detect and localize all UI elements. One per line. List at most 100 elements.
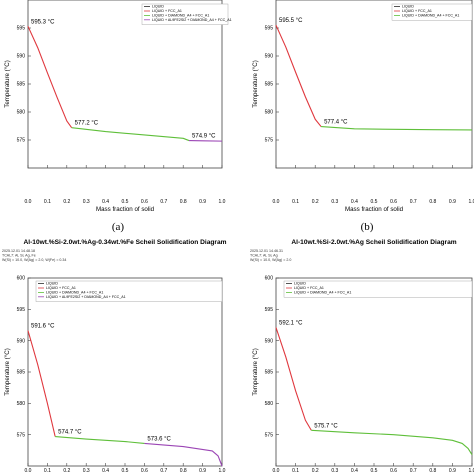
series-line-1 (275, 24, 322, 127)
x-tick-label: 0.0 (273, 468, 280, 474)
annotation-label: 573.6 °C (147, 436, 171, 442)
y-tick-label: 595 (17, 26, 26, 32)
x-tick-label: 0.9 (199, 199, 206, 205)
y-axis-label: Temperature (°C) (4, 348, 11, 396)
y-axis-label: Temperature (°C) (252, 60, 259, 108)
legend-entry: LIQUID + FCC_A1 (152, 9, 182, 13)
x-axis-label: Mass fraction of solid (96, 206, 155, 213)
chart-panel-4: Al-10wt.%Si-2.0wt.%Ag Scheil Solidificat… (250, 239, 474, 474)
y-tick-label: 575 (17, 138, 26, 144)
run-metadata-line: 2025.12.01 14.48.18 (2, 249, 35, 253)
x-tick-label: 0.4 (351, 468, 358, 474)
x-tick-label: 0.7 (160, 199, 167, 205)
x-tick-label: 1.0 (219, 199, 226, 205)
plot-frame (275, 0, 473, 169)
x-tick-label: 0.1 (292, 468, 299, 474)
y-tick-label: 575 (265, 432, 274, 438)
chart-panel-1: 575 580 585 590 595 0.0 0.1 0.2 0.3 0.4 0.5 0.6 0.7 0… (4, 0, 232, 233)
run-metadata-line: W(Si) = 10.0, W(Ag) = 2.0 (250, 258, 291, 262)
run-metadata-line: TCAL7: Al, Si, Ag (250, 254, 278, 258)
x-tick-label: 0.2 (312, 199, 319, 205)
legend-entry: LIQUID + DIAMOND_A4 + FCC_A1 (152, 13, 209, 17)
series-line-2 (55, 436, 145, 444)
x-tick-label: 0.5 (122, 199, 129, 205)
x-tick-label: 0.3 (331, 468, 338, 474)
x-tick-label: 0.2 (63, 199, 70, 205)
x-tick-label: 0.4 (351, 199, 358, 205)
x-tick-label: 0.6 (390, 199, 397, 205)
series-line-2 (311, 429, 473, 456)
y-tick-label: 575 (265, 138, 274, 144)
x-tick-label: 0.6 (141, 199, 148, 205)
series-line-3 (144, 442, 223, 467)
x-tick-label: 0.9 (449, 468, 456, 474)
x-tick-label: 0.6 (390, 468, 397, 474)
x-tick-label: 0.6 (141, 468, 148, 474)
y-tick-label: 590 (17, 338, 26, 344)
x-tick-label: 0.5 (122, 468, 129, 474)
legend-box (141, 3, 229, 25)
x-tick-label: 0.1 (44, 199, 51, 205)
x-tick-label: 0.9 (449, 199, 456, 205)
x-tick-label: 0.3 (83, 468, 90, 474)
x-tick-label: 0.1 (292, 199, 299, 205)
legend-entry: LIQUID + AL9FE2SI2 + DIAMOND_A4 + FCC_A1 (46, 295, 126, 299)
legend-entry: LIQUID (152, 5, 164, 9)
x-tick-label: 0.3 (331, 199, 338, 205)
annotation-label: 595.3 °C (31, 19, 55, 25)
legend-box (283, 280, 473, 298)
legend-entry: LIQUID + DIAMOND_A4 + FCC_A1 (294, 290, 351, 294)
y-tick-label: 580 (17, 110, 26, 116)
legend-entry: LIQUID + FCC_A1 (46, 286, 76, 290)
legend-entry: LIQUID + FCC_A1 (402, 9, 432, 13)
series-line-3 (189, 140, 223, 142)
y-tick-label: 585 (17, 82, 26, 88)
legend-entry: LIQUID + FCC_A1 (294, 286, 324, 290)
series-line-1 (275, 327, 312, 431)
y-tick-label: 590 (17, 54, 26, 60)
annotation-label: 577.4 °C (324, 120, 348, 126)
x-tick-label: 0.0 (25, 199, 32, 205)
annotation-label: 575.7 °C (314, 423, 338, 429)
y-tick-label: 600 (17, 276, 26, 282)
x-tick-label: 0.9 (199, 468, 206, 474)
annotation-label: 595.5 °C (279, 18, 303, 24)
y-tick-label: 590 (265, 338, 274, 344)
x-tick-label: 0.0 (273, 199, 280, 205)
legend-entry: LIQUID + AL9FE2SI2 + DIAMOND_A4 + FCC_A1 (152, 18, 232, 22)
series-line-1 (27, 26, 73, 129)
x-tick-label: 0.2 (63, 468, 70, 474)
y-tick-label: 585 (265, 370, 274, 376)
y-tick-label: 595 (17, 307, 26, 313)
x-tick-label: 1.0 (469, 199, 474, 205)
run-metadata-line: 2025.12.01 14.46.31 (250, 249, 283, 253)
y-axis-label: Temperature (°C) (4, 60, 11, 108)
x-tick-label: 0.8 (429, 468, 436, 474)
series-line-2 (321, 126, 473, 131)
legend-entry: LIQUID + DIAMOND_A4 + FCC_A1 (46, 290, 103, 294)
legend-entry: LIQUID + DIAMOND_A4 + FCC_A1 (402, 13, 459, 17)
x-tick-label: 1.0 (219, 468, 226, 474)
y-tick-label: 595 (265, 26, 274, 32)
chart-title: Al-10wt.%Si-2.0wt.%Ag Scheil Solidificat… (291, 239, 456, 246)
series-line-1 (27, 330, 56, 437)
plot-frame (27, 0, 223, 169)
x-tick-label: 0.5 (371, 199, 378, 205)
x-tick-label: 0.5 (371, 468, 378, 474)
x-tick-label: 1.0 (469, 468, 474, 474)
x-tick-label: 0.2 (312, 468, 319, 474)
y-tick-label: 580 (265, 401, 274, 407)
x-tick-label: 0.4 (102, 199, 109, 205)
annotation-label: 577.2 °C (75, 121, 99, 127)
x-axis-label: Mass fraction of solid (345, 206, 404, 213)
x-tick-label: 0.8 (180, 199, 187, 205)
chart-title: Al-10wt.%Si-2.0wt.%Ag-0.34wt.%Fe Scheil … (24, 239, 227, 246)
y-tick-label: 600 (265, 276, 274, 282)
x-tick-label: 0.4 (102, 468, 109, 474)
x-tick-label: 0.3 (83, 199, 90, 205)
series-line-2 (71, 127, 190, 142)
